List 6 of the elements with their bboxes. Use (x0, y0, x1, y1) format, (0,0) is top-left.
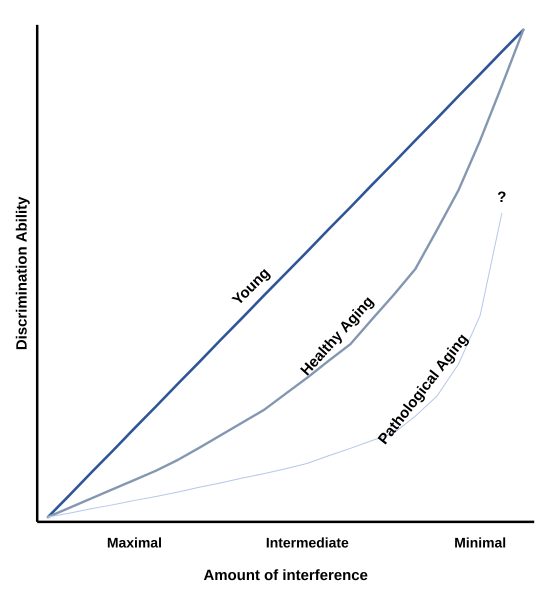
x-tick-label: Intermediate (266, 537, 348, 548)
x-tick-label: Minimal (455, 537, 506, 548)
y-axis-title: Discrimination Ability (16, 196, 30, 350)
annotation: ? (498, 192, 506, 202)
x-tick-label: Maximal (108, 537, 161, 548)
x-axis-title: Amount of interference (204, 569, 368, 580)
